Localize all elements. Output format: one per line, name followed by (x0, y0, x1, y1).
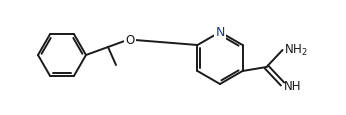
Text: NH: NH (283, 79, 301, 92)
Text: N: N (215, 26, 225, 39)
Text: NH$_2$: NH$_2$ (283, 42, 307, 57)
Text: O: O (125, 33, 135, 46)
